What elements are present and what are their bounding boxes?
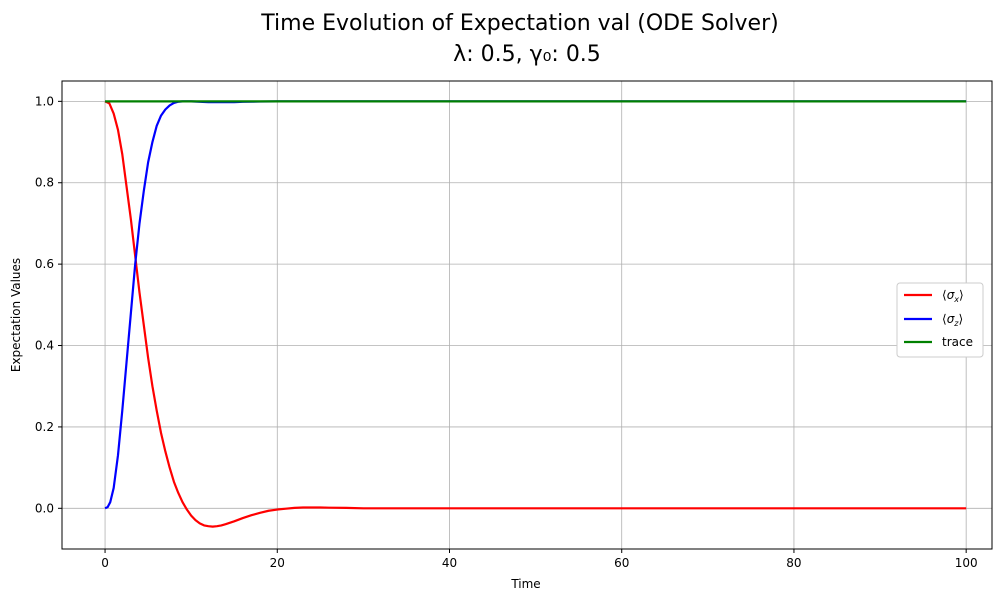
chart-subtitle: λ: 0.5, γ₀: 0.5 bbox=[453, 42, 601, 67]
x-axis-ticks: 0 20 40 60 80 100 bbox=[101, 549, 978, 570]
x-axis-label: Time bbox=[510, 577, 540, 591]
y-tick-label: 1.0 bbox=[35, 94, 54, 108]
y-tick-label: 0.8 bbox=[35, 176, 54, 190]
y-tick-label: 0.6 bbox=[35, 257, 54, 271]
grid bbox=[62, 81, 992, 549]
x-tick-label: 40 bbox=[442, 556, 457, 570]
legend-label-trace: trace bbox=[942, 335, 973, 349]
y-tick-label: 0.2 bbox=[35, 420, 54, 434]
legend-label-sigma-x: ⟨σx⟩ bbox=[942, 288, 964, 304]
x-tick-label: 80 bbox=[786, 556, 801, 570]
y-axis-ticks: 0.0 0.2 0.4 0.6 0.8 1.0 bbox=[35, 94, 62, 515]
y-axis-label: Expectation Values bbox=[9, 258, 23, 372]
x-tick-label: 100 bbox=[955, 556, 978, 570]
series-line-sigma-z bbox=[104, 100, 967, 510]
series-layer bbox=[104, 100, 967, 528]
y-tick-label: 0.4 bbox=[35, 339, 54, 353]
legend: ⟨σx⟩ ⟨σz⟩ trace bbox=[896, 282, 984, 358]
chart-title: Time Evolution of Expectation val (ODE S… bbox=[260, 11, 778, 36]
legend-label-sigma-z: ⟨σz⟩ bbox=[942, 312, 963, 328]
x-tick-label: 60 bbox=[614, 556, 629, 570]
y-tick-label: 0.0 bbox=[35, 501, 54, 515]
x-tick-label: 0 bbox=[101, 556, 109, 570]
x-tick-label: 20 bbox=[270, 556, 285, 570]
plot-frame bbox=[61, 80, 993, 550]
series-line-sigma-x bbox=[104, 100, 967, 528]
legend-box bbox=[896, 282, 984, 358]
